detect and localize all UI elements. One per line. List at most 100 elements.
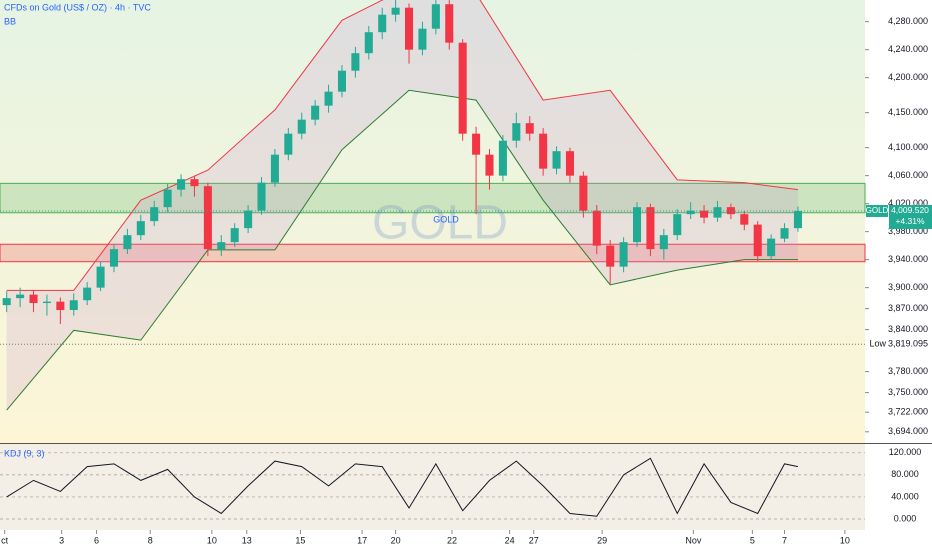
candle-body xyxy=(780,228,789,239)
x-tick-label: 13 xyxy=(242,535,252,545)
candle-body xyxy=(713,207,722,218)
candle-body xyxy=(700,210,709,218)
indicator-label: BB xyxy=(4,16,16,26)
candle-body xyxy=(96,266,105,288)
candle-body xyxy=(163,189,172,208)
candle-body xyxy=(525,123,534,134)
candle-body xyxy=(418,28,427,50)
last-name-tag xyxy=(866,204,888,217)
candle-body xyxy=(177,179,186,190)
y-tick-label: 3,780.000 xyxy=(888,366,928,376)
candle-body xyxy=(378,14,387,33)
candle-body xyxy=(485,154,494,176)
y-tick-label: 4,240.000 xyxy=(888,44,928,54)
kdj-tick-label: 120.000 xyxy=(889,447,922,457)
candle-body xyxy=(498,140,507,176)
candle-body xyxy=(445,4,454,43)
x-tick-label: 7 xyxy=(782,535,787,545)
candle-body xyxy=(673,214,682,236)
y-tick-label: 3,750.000 xyxy=(888,387,928,397)
y-tick-label: 3,980.000 xyxy=(888,226,928,236)
x-tick-label: 22 xyxy=(447,535,457,545)
last-name: GOLD xyxy=(866,206,889,215)
candle-body xyxy=(123,235,132,250)
candle-body xyxy=(56,301,65,311)
y-tick-label: 3,722.000 xyxy=(888,407,928,417)
candle-body xyxy=(203,186,212,250)
x-tick-label: 20 xyxy=(391,535,401,545)
candle-body xyxy=(311,105,320,120)
candle-body xyxy=(458,42,467,134)
y-tick-label: 3,694.000 xyxy=(888,426,928,436)
low-name: Low xyxy=(869,339,886,349)
kdj-line xyxy=(6,457,799,517)
y-tick-label: 4,280.000 xyxy=(888,16,928,26)
zone-label: GOLD xyxy=(433,214,459,224)
candle-body xyxy=(767,238,776,257)
x-tick-label: 5 xyxy=(750,535,755,545)
y-tick-label: 4,150.000 xyxy=(888,107,928,117)
candle-body xyxy=(632,207,642,243)
y-tick-label: 3,840.000 xyxy=(888,324,928,334)
low-tag-bg xyxy=(889,338,932,351)
last-change: +4.31% xyxy=(895,216,925,226)
x-tick-label: 8 xyxy=(148,535,153,545)
candle-body xyxy=(646,207,655,250)
y-tick-label: 3,900.000 xyxy=(888,282,928,292)
candle-body xyxy=(686,210,695,215)
x-tick-label: 29 xyxy=(597,535,607,545)
chart-title: CFDs on Gold (US$ / OZ) · 4h · TVC xyxy=(4,2,151,12)
x-tick-label: 6 xyxy=(94,535,99,545)
y-tick-label: 4,100.000 xyxy=(888,142,928,152)
candle-body xyxy=(391,7,400,15)
watermark: GOLD xyxy=(372,197,508,250)
candle-body xyxy=(337,70,346,92)
candle-body xyxy=(740,214,749,225)
kdj-tick-label: 40.000 xyxy=(891,491,919,501)
kdj-title: KDJ (9, 3) xyxy=(4,448,45,458)
candle-body xyxy=(512,123,521,141)
candle-body xyxy=(136,221,145,236)
y-tick-label: 4,200.000 xyxy=(888,72,928,82)
kdj-pane xyxy=(0,444,865,530)
candle-body xyxy=(405,7,414,50)
candle-body xyxy=(472,133,481,155)
candle-body xyxy=(606,245,615,267)
x-tick-label: 24 xyxy=(505,535,515,545)
candle-body xyxy=(619,242,628,267)
candle-body xyxy=(592,210,601,246)
candle-body xyxy=(83,287,92,301)
candle-body xyxy=(431,4,440,29)
x-tick-label: 17 xyxy=(357,535,367,545)
x-tick-label: Nov xyxy=(685,535,702,545)
candle-body xyxy=(793,210,802,229)
x-tick-label: 3 xyxy=(59,535,64,545)
candle-body xyxy=(579,175,588,211)
candle-body xyxy=(284,133,293,155)
candle-body xyxy=(270,154,279,183)
x-tick-label: ct xyxy=(1,535,9,545)
candle-body xyxy=(257,182,266,211)
candle-body xyxy=(230,228,239,243)
y-tick-label: 3,940.000 xyxy=(888,254,928,264)
x-tick-label: 27 xyxy=(529,535,539,545)
candle-body xyxy=(217,242,226,250)
bb-lower xyxy=(6,89,798,411)
candle-body xyxy=(364,32,373,54)
candle-body xyxy=(2,298,11,306)
x-tick-label: 10 xyxy=(207,535,217,545)
candle-body xyxy=(29,294,38,304)
candle-body xyxy=(753,224,762,257)
y-tick-label: 3,870.000 xyxy=(888,303,928,313)
bb-upper xyxy=(6,0,799,291)
low-value: 3,819.095 xyxy=(888,339,928,349)
x-tick-label: 10 xyxy=(840,535,850,545)
candle-body xyxy=(190,179,199,187)
candle-body xyxy=(297,119,306,134)
candle-body xyxy=(16,294,25,299)
candle-body xyxy=(539,133,548,169)
candle-body xyxy=(324,91,333,106)
candle-body xyxy=(552,151,561,169)
kdj-tick-label: 80.000 xyxy=(891,469,919,479)
